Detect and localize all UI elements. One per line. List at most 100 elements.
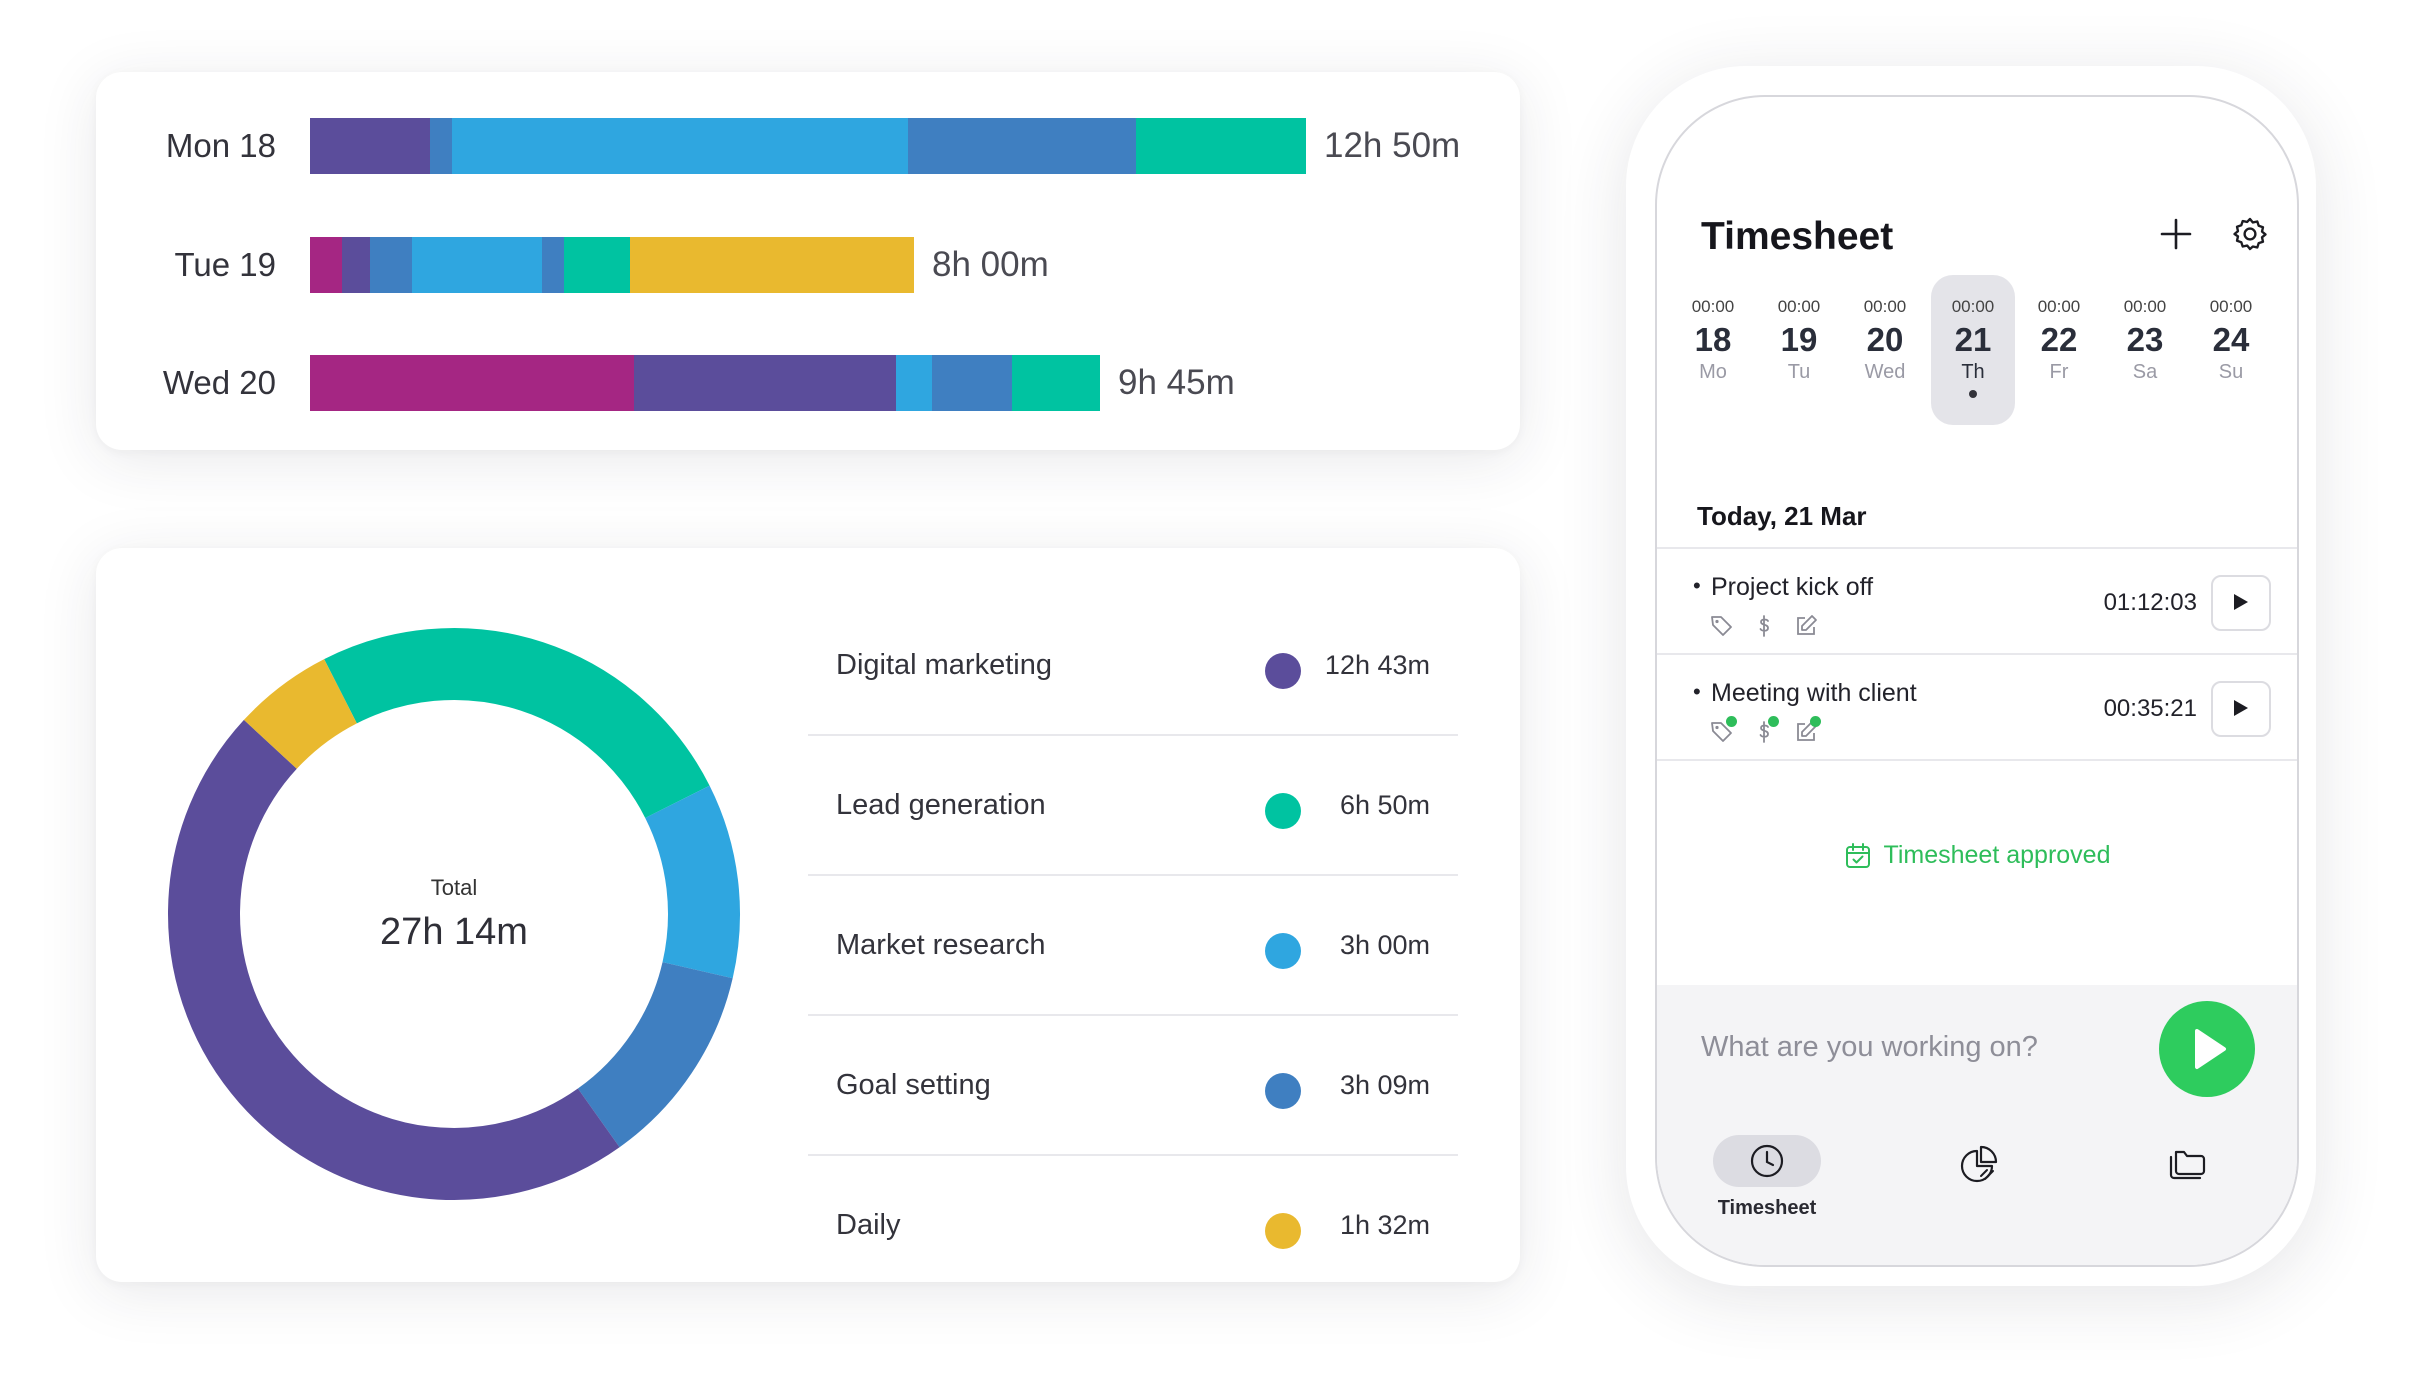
legend-item-value: 6h 50m bbox=[1339, 790, 1430, 820]
resume-entry-button[interactable] bbox=[2211, 681, 2271, 737]
time-entry[interactable]: Project kick off 01:12:03 bbox=[1657, 549, 2297, 653]
bar-segment bbox=[1012, 355, 1100, 411]
legend-item-name: Daily bbox=[836, 1209, 901, 1241]
day-bar bbox=[310, 237, 914, 293]
legend-item: Market research 3h 00m bbox=[808, 876, 1458, 1016]
edit-note-icon[interactable] bbox=[1793, 613, 1819, 639]
bar-segment bbox=[412, 237, 542, 293]
day-name: Fr bbox=[2049, 361, 2069, 383]
bar-segment bbox=[932, 355, 1012, 411]
set-indicator-dot bbox=[1810, 716, 1821, 727]
entry-name: Project kick off bbox=[1693, 573, 1873, 602]
week-day-18[interactable]: 00:00 18 Mo bbox=[1671, 275, 1755, 384]
day-name: Tu bbox=[1787, 361, 1811, 383]
add-entry-icon[interactable] bbox=[2159, 217, 2193, 251]
billable-dollar-icon[interactable] bbox=[1751, 716, 1779, 745]
tag-icon[interactable] bbox=[1709, 613, 1735, 639]
tracker-panel: What are you working on? Timesheet bbox=[1657, 985, 2297, 1265]
divider bbox=[1657, 547, 2297, 549]
resume-entry-button[interactable] bbox=[2211, 575, 2271, 631]
week-day-19[interactable]: 00:00 19 Tu bbox=[1757, 275, 1841, 384]
legend-item-name: Goal setting bbox=[836, 1069, 991, 1101]
day-label: Mon 18 bbox=[165, 127, 276, 164]
play-icon bbox=[2195, 1029, 2226, 1069]
week-day-23[interactable]: 00:00 23 Sa bbox=[2103, 275, 2187, 384]
bar-segment bbox=[342, 237, 370, 293]
week-day-22[interactable]: 00:00 22 Fr bbox=[2017, 275, 2101, 384]
bar-segment bbox=[908, 118, 1136, 174]
donut-slice bbox=[243, 659, 358, 770]
entry-icons bbox=[1709, 716, 1821, 745]
legend-item-value: 12h 43m bbox=[1324, 650, 1430, 680]
start-timer-button[interactable] bbox=[2159, 1001, 2255, 1097]
bar-segment bbox=[564, 237, 630, 293]
nav-projects[interactable] bbox=[2147, 1135, 2227, 1190]
clock-icon bbox=[1750, 1144, 1784, 1178]
donut-slice bbox=[644, 785, 740, 979]
day-time-total: 00:00 bbox=[2123, 297, 2167, 316]
legend-color-dot bbox=[1265, 933, 1301, 969]
day-time-total: 00:00 bbox=[1777, 297, 1821, 316]
billable-dollar-icon[interactable] bbox=[1751, 613, 1777, 639]
day-row: Wed 20 9h 45m bbox=[96, 355, 1520, 411]
day-label: Tue 19 bbox=[174, 246, 276, 283]
tag-icon[interactable] bbox=[1709, 716, 1737, 745]
bar-segment bbox=[310, 118, 430, 174]
day-row: Tue 19 8h 00m bbox=[96, 237, 1520, 293]
legend-item-value: 3h 09m bbox=[1339, 1070, 1430, 1100]
play-icon bbox=[2234, 700, 2248, 716]
day-name: Th bbox=[1961, 361, 1985, 383]
time-entry[interactable]: Meeting with client 00:35:21 bbox=[1657, 655, 2297, 759]
legend-item: Digital marketing 12h 43m bbox=[808, 596, 1458, 736]
bar-segment bbox=[1136, 118, 1306, 174]
day-time-total: 00:00 bbox=[1951, 297, 1995, 316]
bar-segment bbox=[370, 237, 412, 293]
set-indicator-dot bbox=[1768, 716, 1779, 727]
legend-item: Lead generation 6h 50m bbox=[808, 736, 1458, 876]
divider bbox=[1657, 653, 2297, 655]
day-number: 22 bbox=[2040, 321, 2078, 358]
week-day-selector: 00:00 18 Mo 00:00 19 Tu 00:00 20 Wed 00:00 21 Th 00:… bbox=[1657, 275, 2297, 425]
gear-icon[interactable] bbox=[2231, 215, 2269, 253]
day-number: 24 bbox=[2212, 321, 2250, 358]
daily-time-card: Mon 18 12h 50m Tue 19 8h 00m Wed 20 9h 45m bbox=[96, 72, 1520, 450]
legend-item-name: Lead generation bbox=[836, 789, 1046, 821]
bar-segment bbox=[896, 355, 932, 411]
legend-item-value: 1h 32m bbox=[1339, 1210, 1430, 1240]
day-total: 9h 45m bbox=[1118, 363, 1235, 402]
legend-item-name: Market research bbox=[836, 929, 1046, 961]
bar-segment bbox=[630, 237, 914, 293]
nav-timesheet[interactable]: Timesheet bbox=[1705, 1135, 1829, 1220]
nav-reports[interactable] bbox=[1939, 1135, 2019, 1192]
day-label: Wed 20 bbox=[162, 364, 276, 401]
legend-item-value: 3h 00m bbox=[1339, 930, 1430, 960]
nav-active-pill bbox=[1713, 1135, 1821, 1187]
day-name: Wed bbox=[1864, 361, 1906, 383]
calendar-check-icon bbox=[1845, 842, 1870, 868]
week-day-24[interactable]: 00:00 24 Su bbox=[2189, 275, 2273, 384]
projects-legend: Digital marketing 12h 43m Lead generation 6… bbox=[808, 596, 1458, 1294]
legend-item: Daily 1h 32m bbox=[808, 1156, 1458, 1294]
donut-slice bbox=[577, 961, 733, 1148]
legend-color-dot bbox=[1265, 653, 1301, 689]
week-day-20[interactable]: 00:00 20 Wed bbox=[1843, 275, 1927, 384]
bar-segment bbox=[542, 237, 564, 293]
selected-day-indicator bbox=[1969, 390, 1977, 398]
pie-chart-icon bbox=[1960, 1145, 1998, 1183]
donut-slice bbox=[168, 719, 620, 1200]
phone-screen: Timesheet 00:00 18 Mo 00:00 19 Tu 00:00 20 Wed 00… bbox=[1655, 95, 2299, 1267]
page-title: Timesheet bbox=[1701, 215, 1894, 258]
day-number: 21 bbox=[1954, 321, 1992, 358]
bar-segment bbox=[634, 355, 896, 411]
bar-segment bbox=[430, 118, 452, 174]
week-day-21[interactable]: 00:00 21 Th bbox=[1931, 275, 2015, 425]
day-number: 23 bbox=[2126, 321, 2164, 358]
divider bbox=[1657, 759, 2297, 761]
day-bar bbox=[310, 118, 1306, 174]
edit-note-icon[interactable] bbox=[1793, 716, 1821, 745]
day-total: 12h 50m bbox=[1324, 126, 1461, 165]
legend-item-name: Digital marketing bbox=[836, 649, 1052, 681]
work-description-input[interactable]: What are you working on? bbox=[1701, 1031, 2038, 1063]
bar-segment bbox=[310, 237, 342, 293]
approval-status: Timesheet approved bbox=[1657, 841, 2297, 877]
